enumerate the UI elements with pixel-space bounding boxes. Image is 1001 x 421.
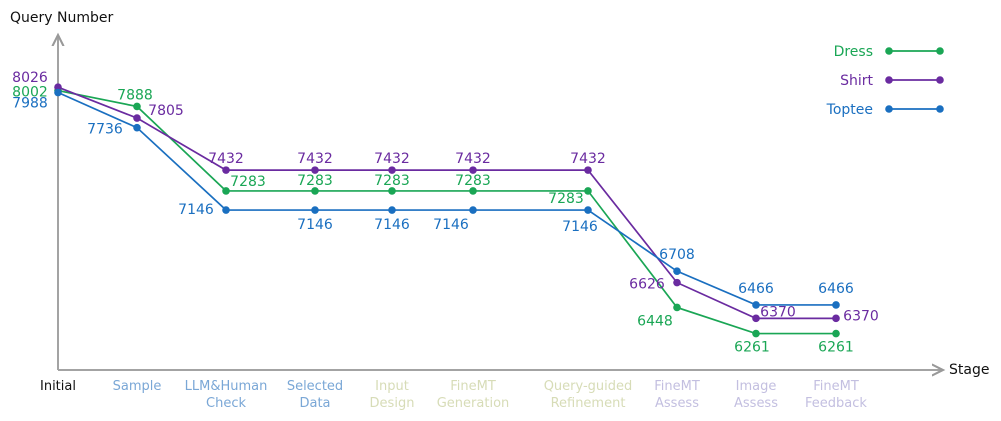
x-tick-label-initial: Initial	[40, 379, 76, 394]
data-point-shirt-query-guided-refinement	[584, 166, 592, 174]
data-label-toptee-image-assess: 6466	[738, 281, 774, 297]
series-line-shirt	[57, 86, 836, 320]
legend-marker-end-toptee	[936, 105, 944, 113]
data-label-toptee-input-design: 7146	[374, 217, 410, 233]
x-tick-label-image-assess: Image Assess	[734, 379, 778, 411]
data-label-dress-image-assess: 6261	[734, 340, 770, 356]
data-label-toptee-sample: 7736	[87, 122, 123, 138]
data-label-shirt-llm-human-check: 7432	[208, 151, 244, 167]
data-point-shirt-finemt-feedback	[832, 314, 840, 323]
data-point-toptee-llm-human-check	[222, 206, 230, 214]
legend-marker-start-dress	[885, 47, 893, 55]
series-points	[54, 83, 840, 338]
data-labels: 8002 7888 7283 7283 7283 7283 7283 6448 6261 6261…	[12, 70, 879, 355]
x-tick-label-finemt-feedback: FineMT Feedback	[805, 379, 867, 411]
x-axis-tick-labels: Initial Sample LLM&Human Check Selected Data I…	[40, 379, 867, 411]
legend-marker-end-dress	[936, 47, 944, 55]
series-lines	[57, 86, 836, 335]
data-label-toptee-query-guided-refinement: 7146	[562, 219, 598, 235]
data-label-dress-finemt-generation: 7283	[455, 173, 491, 189]
data-label-dress-selected-data: 7283	[297, 173, 333, 189]
data-label-dress-finemt-feedback: 6261	[818, 340, 854, 356]
data-label-dress-initial: 8002	[12, 85, 48, 101]
data-point-toptee-image-assess	[752, 301, 760, 309]
data-label-shirt-sample: 7805	[148, 103, 184, 119]
data-label-dress-query-guided-refinement: 7283	[548, 191, 584, 207]
data-point-dress-finemt-generation	[469, 187, 477, 195]
data-point-shirt-finemt-generation	[469, 166, 477, 174]
data-label-toptee-selected-data: 7146	[297, 217, 333, 233]
x-tick-label-query-guided-refinement: Query-guided Refinement	[544, 379, 633, 411]
data-point-dress-finemt-feedback	[832, 329, 840, 338]
legend-marker-end-shirt	[936, 76, 944, 84]
legend: Dress Shirt Toptee	[826, 44, 944, 118]
data-point-dress-finemt-assess	[673, 303, 681, 312]
data-point-shirt-initial	[54, 83, 62, 92]
data-point-toptee-finemt-generation	[469, 206, 477, 214]
data-point-toptee-query-guided-refinement	[584, 206, 592, 214]
data-point-shirt-llm-human-check	[222, 166, 230, 174]
data-label-toptee-finemt-generation: 7146	[433, 217, 469, 233]
legend-marker-start-toptee	[885, 105, 893, 113]
data-point-toptee-sample	[133, 123, 141, 132]
data-point-shirt-sample	[133, 114, 141, 122]
x-tick-label-sample: Sample	[113, 379, 162, 394]
data-point-toptee-finemt-assess	[673, 267, 681, 275]
data-label-shirt-finemt-feedback: 6370	[843, 308, 879, 324]
data-point-dress-input-design	[388, 187, 396, 195]
data-label-dress-finemt-assess: 6448	[637, 313, 673, 329]
data-label-shirt-selected-data: 7432	[297, 151, 333, 167]
x-tick-label-input-design: Input Design	[370, 379, 415, 411]
data-label-toptee-finemt-feedback: 6466	[818, 281, 854, 297]
data-point-dress-image-assess	[752, 329, 760, 338]
data-label-shirt-query-guided-refinement: 7432	[570, 151, 606, 167]
data-label-dress-sample: 7888	[117, 87, 153, 103]
data-label-toptee-finemt-assess: 6708	[659, 247, 695, 263]
x-tick-label-llm-human-check: LLM&Human Check	[185, 379, 268, 411]
legend-label-toptee: Toptee	[826, 102, 873, 118]
data-label-toptee-llm-human-check: 7146	[178, 202, 214, 218]
data-point-dress-sample	[133, 102, 141, 111]
data-label-toptee-initial: 7988	[12, 96, 48, 112]
legend-marker-start-shirt	[885, 76, 893, 84]
data-point-toptee-selected-data	[311, 206, 319, 214]
data-point-toptee-finemt-feedback	[832, 301, 840, 309]
data-label-dress-input-design: 7283	[374, 173, 410, 189]
series-line-dress	[57, 89, 836, 335]
legend-label-shirt: Shirt	[840, 73, 873, 89]
x-tick-label-selected-data: Selected Data	[287, 379, 343, 411]
data-point-shirt-input-design	[388, 166, 396, 174]
x-axis-label: Stage	[949, 362, 989, 378]
data-point-toptee-input-design	[388, 206, 396, 214]
data-label-dress-llm-human-check: 7283	[230, 174, 266, 190]
data-label-shirt-image-assess: 6370	[760, 304, 796, 320]
data-point-dress-selected-data	[311, 187, 319, 195]
data-point-shirt-selected-data	[311, 166, 319, 174]
data-label-shirt-initial: 8026	[12, 70, 48, 86]
legend-label-dress: Dress	[834, 44, 873, 60]
data-label-shirt-finemt-assess: 6626	[629, 277, 665, 293]
x-tick-label-finemt-generation: FineMT Generation	[437, 379, 510, 411]
data-point-toptee-initial	[54, 88, 62, 97]
data-label-shirt-finemt-generation: 7432	[455, 151, 491, 167]
y-axis-label: Query Number	[10, 10, 113, 26]
x-tick-label-finemt-assess: FineMT Assess	[654, 379, 700, 411]
series-line-toptee	[57, 91, 836, 306]
data-label-shirt-input-design: 7432	[374, 151, 410, 167]
data-point-shirt-finemt-assess	[673, 278, 681, 287]
data-point-dress-query-guided-refinement	[584, 187, 592, 195]
data-point-shirt-image-assess	[752, 314, 760, 323]
data-point-dress-llm-human-check	[222, 187, 230, 195]
